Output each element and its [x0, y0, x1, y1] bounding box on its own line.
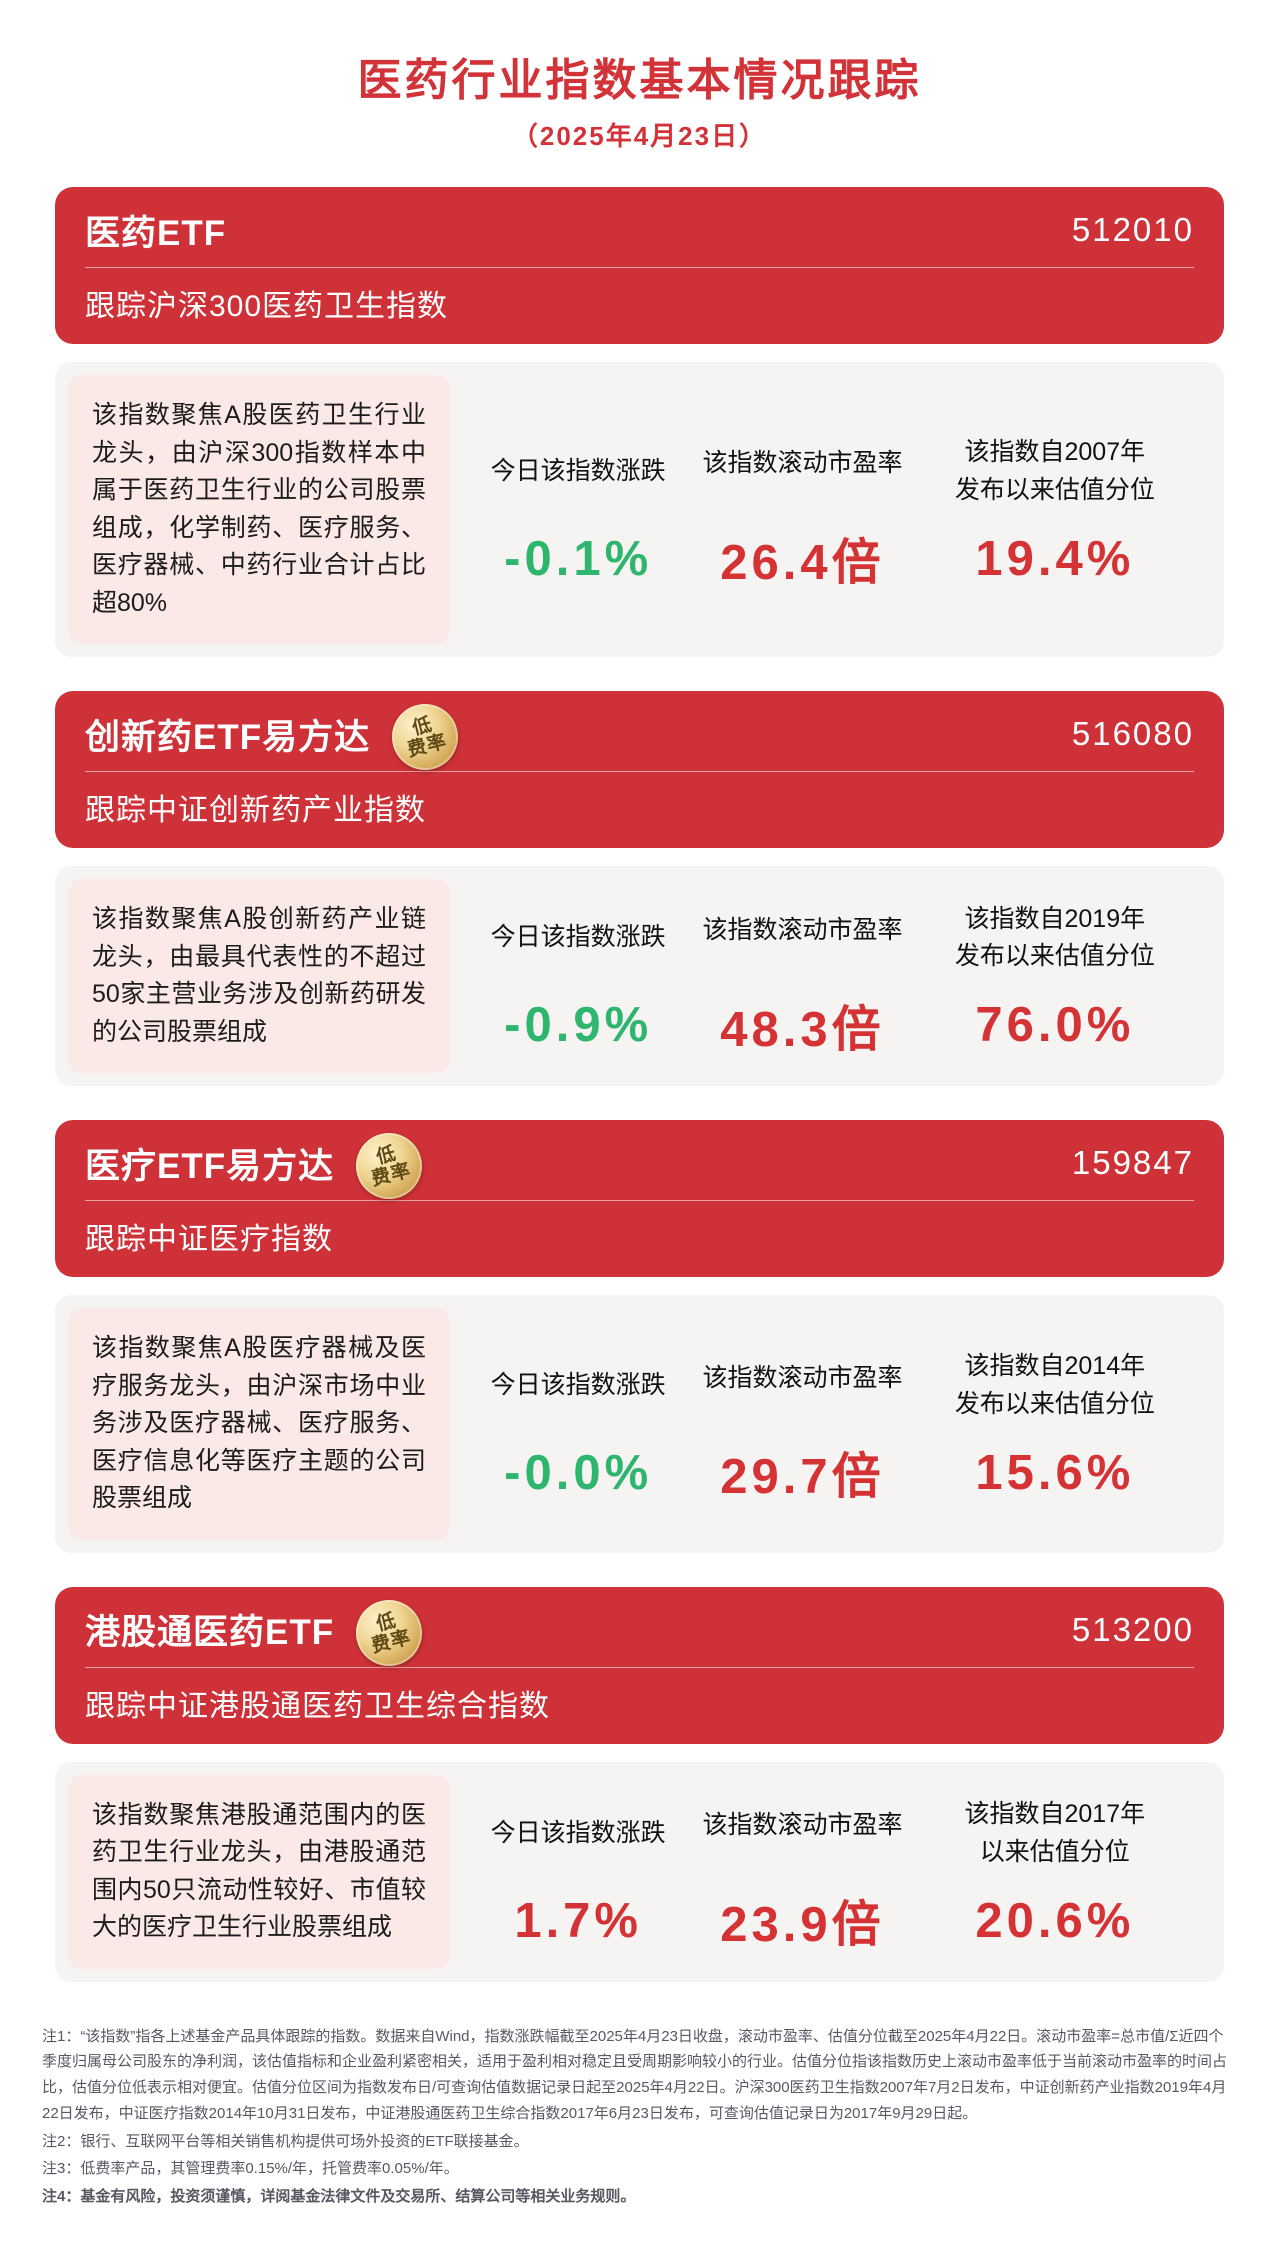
fund-code: 513200	[1071, 1610, 1194, 1648]
index-description-text: 该指数聚焦A股医疗器械及医疗服务龙头，由沪深市场中业务涉及医疗器械、医疗服务、医…	[92, 1334, 426, 1512]
metric-daily-change: 今日该指数涨跌 1.7%	[466, 1795, 690, 1949]
divider	[85, 1200, 1194, 1201]
metrics-row: 今日该指数涨跌 -0.1% 该指数滚动市盈率 26.4倍 该指数自2007年 发…	[450, 375, 1211, 644]
metric-label: 该指数自2019年 发布以来估值分位	[954, 904, 1155, 971]
metric-valuation-percentile: 该指数自2019年 发布以来估值分位 76.0%	[915, 899, 1195, 1053]
index-description-text: 该指数聚焦A股创新药产业链龙头，由最具代表性的不超过50家主营业务涉及创新药研发…	[92, 905, 426, 1046]
badge-text-line2: 费率	[369, 1626, 414, 1657]
card-body: 该指数聚焦A股医疗器械及医疗服务龙头，由沪深市场中业务涉及医疗器械、医疗服务、医…	[55, 1295, 1224, 1553]
metric-value: 20.6%	[975, 1893, 1135, 1948]
etf-card-513200: 港股通医药ETF 低 费率 513200 跟踪中证港股通医药卫生综合指数 该指数…	[55, 1586, 1224, 1982]
tracking-index: 跟踪中证港股通医药卫生综合指数	[85, 1689, 550, 1723]
page-date: （2025年4月23日）	[511, 121, 768, 151]
index-description-box: 该指数聚焦港股通范围内的医药卫生行业龙头，由港股通范围内50只流动性较好、市值较…	[68, 1774, 450, 1969]
metric-value: 26.4倍	[720, 536, 885, 590]
card-header-top: 创新药ETF易方达 低 费率 516080	[85, 691, 1194, 778]
metric-daily-change: 今日该指数涨跌 -0.0%	[466, 1347, 690, 1501]
metric-pe-ratio: 该指数滚动市盈率 23.9倍	[690, 1787, 914, 1956]
metric-daily-change: 今日该指数涨跌 -0.1%	[466, 433, 690, 587]
metric-value: 23.9倍	[720, 1898, 885, 1952]
card-header-top: 医药ETF 512010	[85, 187, 1194, 267]
low-fee-badge-icon: 低 费率	[385, 696, 466, 778]
metric-label: 该指数自2014年 发布以来估值分位	[954, 1352, 1155, 1418]
metric-value: 15.6%	[975, 1445, 1135, 1500]
fund-name: 医疗ETF易方达	[85, 1146, 335, 1186]
metrics-row: 今日该指数涨跌 -0.9% 该指数滚动市盈率 48.3倍 该指数自2019年 发…	[450, 879, 1211, 1073]
fund-code: 512010	[1071, 211, 1194, 248]
card-body: 该指数聚焦A股医药卫生行业龙头，由沪深300指数样本中属于医药卫生行业的公司股票…	[55, 362, 1224, 657]
index-description-box: 该指数聚焦A股医药卫生行业龙头，由沪深300指数样本中属于医药卫生行业的公司股票…	[68, 375, 450, 644]
metric-value: -0.0%	[504, 1445, 653, 1500]
metric-pe-ratio: 该指数滚动市盈率 29.7倍	[690, 1339, 914, 1508]
metric-label: 该指数滚动市盈率	[702, 449, 903, 478]
footnote-4: 注4：基金有风险，投资须谨慎，详阅基金法律文件及交易所、结算公司等相关业务规则。	[42, 2188, 636, 2206]
metric-valuation-percentile: 该指数自2014年 发布以来估值分位 15.6%	[915, 1347, 1195, 1501]
fund-code: 159847	[1071, 1144, 1194, 1181]
metric-label: 该指数滚动市盈率	[702, 1363, 903, 1392]
metric-pe-ratio: 该指数滚动市盈率 26.4倍	[690, 425, 914, 594]
metric-valuation-percentile: 该指数自2017年 以来估值分位 20.6%	[915, 1795, 1195, 1949]
etf-card-512010: 医药ETF 512010 跟踪沪深300医药卫生指数 该指数聚焦A股医药卫生行业…	[55, 187, 1224, 657]
footnote-3: 注3：低费率产品，其管理费率0.15%/年，托管费率0.05%/年。	[42, 2160, 459, 2178]
metric-label: 该指数自2007年 发布以来估值分位	[954, 438, 1155, 504]
tracking-index: 跟踪中证创新药产业指数	[85, 794, 426, 827]
index-description-text: 该指数聚焦A股医药卫生行业龙头，由沪深300指数样本中属于医药卫生行业的公司股票…	[92, 401, 426, 617]
metric-valuation-percentile: 该指数自2007年 发布以来估值分位 19.4%	[915, 433, 1195, 587]
metric-pe-ratio: 该指数滚动市盈率 48.3倍	[690, 892, 914, 1061]
metric-label: 该指数滚动市盈率	[702, 1811, 903, 1840]
metric-value: 48.3倍	[720, 1002, 885, 1057]
metrics-row: 今日该指数涨跌 1.7% 该指数滚动市盈率 23.9倍 该指数自2017年 以来…	[450, 1775, 1211, 1969]
fund-name: 港股通医药ETF	[85, 1613, 335, 1652]
metric-value: 1.7%	[514, 1893, 642, 1948]
metric-value: 76.0%	[975, 998, 1135, 1052]
metric-value: 19.4%	[975, 531, 1135, 586]
metric-value: -0.1%	[504, 531, 653, 586]
metric-label: 今日该指数涨跌	[490, 1371, 666, 1399]
card-header: 医药ETF 512010 跟踪沪深300医药卫生指数	[55, 187, 1224, 344]
tracking-index: 跟踪沪深300医药卫生指数	[85, 290, 449, 323]
metric-daily-change: 今日该指数涨跌 -0.9%	[466, 899, 690, 1053]
divider	[85, 771, 1194, 772]
metric-label: 该指数自2017年 以来估值分位	[964, 1800, 1146, 1866]
etf-card-516080: 创新药ETF易方达 低 费率 516080 跟踪中证创新药产业指数 该指数聚焦A…	[55, 691, 1224, 1086]
footnote-2: 注2：银行、互联网平台等相关销售机构提供可场外投资的ETF联接基金。	[42, 2132, 529, 2150]
metric-value: 29.7倍	[720, 1450, 885, 1505]
footnote-1: 注1：“该指数”指各上述基金产品具体跟踪的指数。数据来自Wind，指数涨跌幅截至…	[42, 2027, 1228, 2122]
fund-name: 医药ETF	[85, 213, 227, 253]
fund-name: 创新药ETF易方达	[85, 717, 371, 757]
index-description-box: 该指数聚焦A股医疗器械及医疗服务龙头，由沪深市场中业务涉及医疗器械、医疗服务、医…	[68, 1308, 450, 1540]
page-title: 医药行业指数基本情况跟踪	[357, 56, 922, 105]
fund-code: 516080	[1071, 715, 1194, 752]
metric-label: 该指数滚动市盈率	[702, 915, 903, 944]
metric-label: 今日该指数涨跌	[490, 456, 666, 485]
metrics-row: 今日该指数涨跌 -0.0% 该指数滚动市盈率 29.7倍 该指数自2014年 发…	[450, 1308, 1211, 1540]
low-fee-badge-icon: 低 费率	[349, 1592, 430, 1673]
card-header-top: 医疗ETF易方达 低 费率 159847	[85, 1120, 1194, 1207]
metric-label: 今日该指数涨跌	[490, 923, 666, 952]
card-header: 医疗ETF易方达 低 费率 159847 跟踪中证医疗指数	[55, 1120, 1224, 1277]
card-body: 该指数聚焦A股创新药产业链龙头，由最具代表性的不超过50家主营业务涉及创新药研发…	[55, 866, 1224, 1086]
low-fee-badge-icon: 低 费率	[349, 1125, 430, 1207]
tracking-index: 跟踪中证医疗指数	[85, 1223, 333, 1256]
metric-value: -0.9%	[504, 998, 653, 1052]
index-description-box: 该指数聚焦A股创新药产业链龙头，由最具代表性的不超过50家主营业务涉及创新药研发…	[68, 879, 450, 1073]
card-header-top: 港股通医药ETF 低 费率 513200	[85, 1587, 1194, 1673]
card-body: 该指数聚焦港股通范围内的医药卫生行业龙头，由港股通范围内50只流动性较好、市值较…	[55, 1761, 1224, 1982]
metric-label: 今日该指数涨跌	[490, 1818, 666, 1847]
badge-text-line2: 费率	[369, 1160, 414, 1191]
card-header: 港股通医药ETF 低 费率 513200 跟踪中证港股通医药卫生综合指数	[55, 1586, 1224, 1744]
divider	[85, 1666, 1194, 1668]
index-description-text: 该指数聚焦港股通范围内的医药卫生行业龙头，由港股通范围内50只流动性较好、市值较…	[92, 1800, 426, 1942]
footnotes: 注1：“该指数”指各上述基金产品具体跟踪的指数。数据来自Wind，指数涨跌幅截至…	[42, 2024, 1237, 2211]
card-header: 创新药ETF易方达 低 费率 516080 跟踪中证创新药产业指数	[55, 691, 1224, 848]
divider	[85, 267, 1194, 268]
etf-card-159847: 医疗ETF易方达 低 费率 159847 跟踪中证医疗指数 该指数聚焦A股医疗器…	[55, 1120, 1224, 1553]
badge-text-line2: 费率	[405, 731, 450, 762]
